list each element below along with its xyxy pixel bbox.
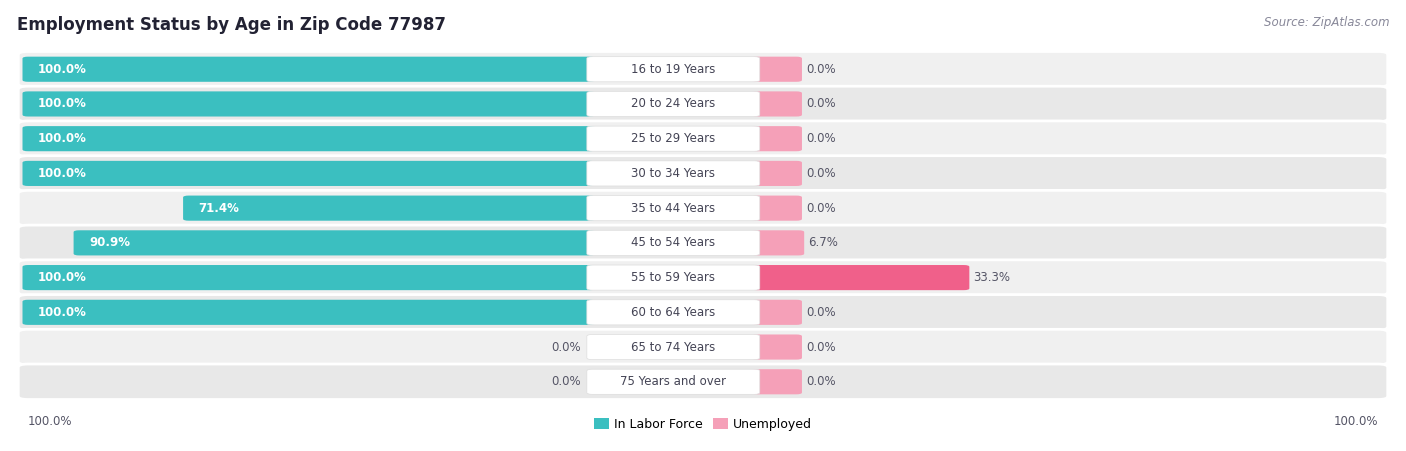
FancyBboxPatch shape (73, 230, 595, 255)
Text: 6.7%: 6.7% (808, 236, 838, 249)
FancyBboxPatch shape (586, 161, 759, 186)
FancyBboxPatch shape (751, 196, 801, 221)
FancyBboxPatch shape (751, 126, 801, 151)
Text: 75 Years and over: 75 Years and over (620, 375, 727, 388)
FancyBboxPatch shape (586, 92, 759, 116)
Text: 100.0%: 100.0% (28, 415, 73, 428)
Text: 20 to 24 Years: 20 to 24 Years (631, 97, 716, 110)
Text: 0.0%: 0.0% (806, 167, 835, 180)
FancyBboxPatch shape (22, 300, 595, 325)
Text: 65 to 74 Years: 65 to 74 Years (631, 341, 716, 354)
FancyBboxPatch shape (18, 364, 1388, 400)
Text: 25 to 29 Years: 25 to 29 Years (631, 132, 716, 145)
Text: 100.0%: 100.0% (38, 63, 87, 76)
FancyBboxPatch shape (18, 51, 1388, 87)
Text: 0.0%: 0.0% (551, 341, 581, 354)
FancyBboxPatch shape (22, 92, 595, 116)
FancyBboxPatch shape (18, 156, 1388, 191)
Text: 90.9%: 90.9% (89, 236, 131, 249)
Text: Employment Status by Age in Zip Code 77987: Employment Status by Age in Zip Code 779… (17, 16, 446, 34)
Text: 33.3%: 33.3% (973, 271, 1011, 284)
Text: 100.0%: 100.0% (38, 167, 87, 180)
FancyBboxPatch shape (22, 126, 595, 151)
FancyBboxPatch shape (18, 329, 1388, 365)
Text: 100.0%: 100.0% (38, 132, 87, 145)
FancyBboxPatch shape (751, 335, 801, 359)
FancyBboxPatch shape (18, 190, 1388, 226)
FancyBboxPatch shape (18, 295, 1388, 330)
Text: 0.0%: 0.0% (806, 132, 835, 145)
FancyBboxPatch shape (586, 126, 759, 151)
FancyBboxPatch shape (751, 161, 801, 186)
Text: 100.0%: 100.0% (1333, 415, 1378, 428)
Text: 35 to 44 Years: 35 to 44 Years (631, 202, 716, 215)
Text: 100.0%: 100.0% (38, 271, 87, 284)
FancyBboxPatch shape (751, 265, 969, 290)
FancyBboxPatch shape (586, 57, 759, 82)
FancyBboxPatch shape (22, 161, 595, 186)
Text: 16 to 19 Years: 16 to 19 Years (631, 63, 716, 76)
Text: 0.0%: 0.0% (806, 202, 835, 215)
Text: 0.0%: 0.0% (806, 341, 835, 354)
FancyBboxPatch shape (22, 57, 595, 82)
FancyBboxPatch shape (751, 92, 801, 116)
FancyBboxPatch shape (18, 225, 1388, 261)
FancyBboxPatch shape (586, 230, 759, 255)
FancyBboxPatch shape (22, 265, 595, 290)
Legend: In Labor Force, Unemployed: In Labor Force, Unemployed (589, 413, 817, 436)
Text: 55 to 59 Years: 55 to 59 Years (631, 271, 716, 284)
FancyBboxPatch shape (586, 335, 759, 359)
FancyBboxPatch shape (586, 196, 759, 221)
Text: 60 to 64 Years: 60 to 64 Years (631, 306, 716, 319)
Text: 71.4%: 71.4% (198, 202, 239, 215)
Text: Source: ZipAtlas.com: Source: ZipAtlas.com (1264, 16, 1389, 29)
FancyBboxPatch shape (18, 86, 1388, 122)
Text: 100.0%: 100.0% (38, 306, 87, 319)
FancyBboxPatch shape (18, 260, 1388, 295)
FancyBboxPatch shape (751, 57, 801, 82)
Text: 30 to 34 Years: 30 to 34 Years (631, 167, 716, 180)
Text: 0.0%: 0.0% (806, 97, 835, 110)
FancyBboxPatch shape (18, 121, 1388, 156)
FancyBboxPatch shape (183, 196, 595, 221)
FancyBboxPatch shape (586, 369, 759, 394)
Text: 100.0%: 100.0% (38, 97, 87, 110)
Text: 0.0%: 0.0% (806, 375, 835, 388)
Text: 0.0%: 0.0% (806, 63, 835, 76)
FancyBboxPatch shape (586, 265, 759, 290)
FancyBboxPatch shape (751, 369, 801, 394)
FancyBboxPatch shape (751, 300, 801, 325)
Text: 0.0%: 0.0% (806, 306, 835, 319)
FancyBboxPatch shape (586, 300, 759, 325)
FancyBboxPatch shape (751, 230, 804, 255)
Text: 0.0%: 0.0% (551, 375, 581, 388)
Text: 45 to 54 Years: 45 to 54 Years (631, 236, 716, 249)
